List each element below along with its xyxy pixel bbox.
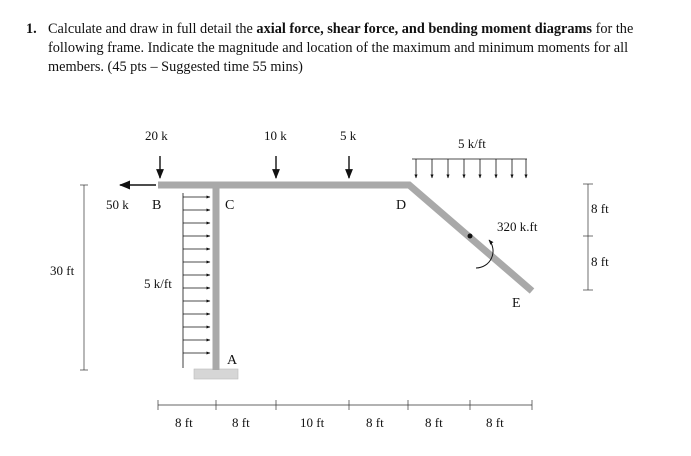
dim-height <box>80 184 88 371</box>
moment-arrow <box>475 239 494 269</box>
label-bottom-5: 8 ft <box>425 415 443 430</box>
label-bottom-4: 8 ft <box>366 415 384 430</box>
problem-rest: for the following frame. Indicate the ma… <box>48 21 634 75</box>
top-distributed-load <box>412 158 528 179</box>
label-10k: 10 k <box>264 128 287 143</box>
node-e: E <box>512 296 521 311</box>
node-d: D <box>396 198 406 213</box>
label-moment: 320 k.ft <box>497 219 538 234</box>
problem-bold: axial force, shear force, and bending mo… <box>256 21 592 37</box>
problem-number: 1. <box>26 21 37 37</box>
label-right-lower: 8 ft <box>591 254 609 269</box>
support-a <box>193 368 239 380</box>
frame-members <box>158 181 535 370</box>
left-distributed-load <box>182 193 211 368</box>
node-c: C <box>225 198 234 213</box>
label-5k: 5 k <box>340 128 357 143</box>
label-top-dist: 5 k/ft <box>458 136 486 151</box>
node-b: B <box>152 198 161 213</box>
label-height: 30 ft <box>50 263 75 278</box>
problem-statement: 1. Calculate and draw in full detail the… <box>26 20 666 77</box>
label-bottom-1: 8 ft <box>175 415 193 430</box>
dim-bottom <box>157 400 533 410</box>
problem-text: Calculate and draw in full detail the ax… <box>48 20 666 77</box>
dim-right <box>583 183 593 291</box>
label-right-upper: 8 ft <box>591 201 609 216</box>
moment-point <box>467 233 473 239</box>
label-20k: 20 k <box>145 128 168 143</box>
label-bottom-2: 8 ft <box>232 415 250 430</box>
label-bottom-6: 8 ft <box>486 415 504 430</box>
label-left-dist: 5 k/ft <box>144 276 172 291</box>
label-bottom-3: 10 ft <box>300 415 325 430</box>
problem-intro: Calculate and draw in full detail the <box>48 21 257 37</box>
node-a: A <box>227 353 238 368</box>
label-50k: 50 k <box>106 197 129 212</box>
